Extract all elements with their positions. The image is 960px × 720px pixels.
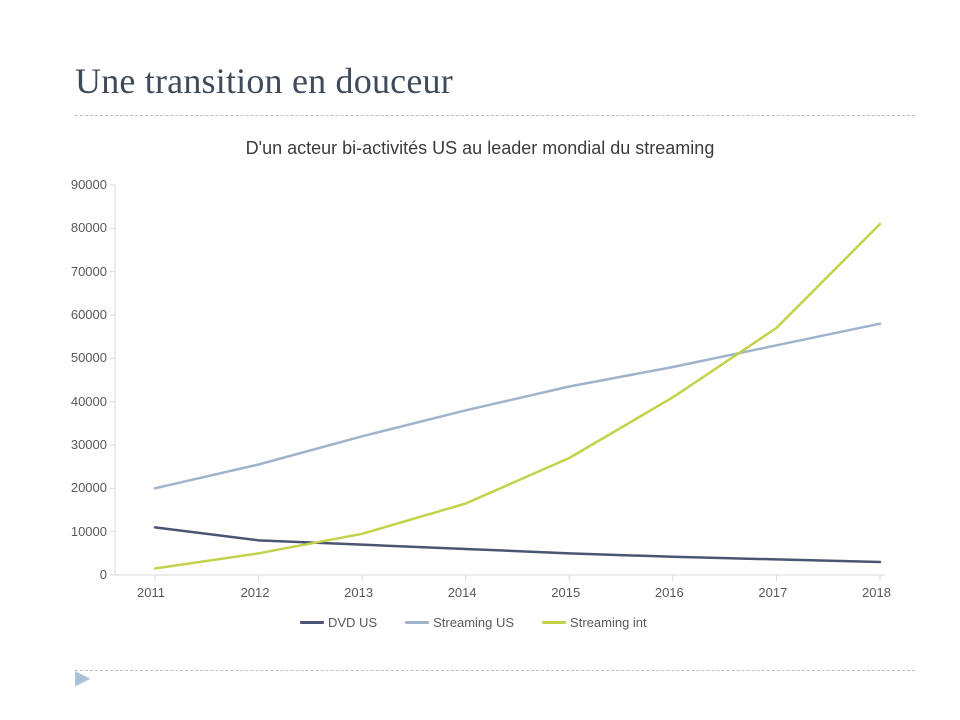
legend-swatch xyxy=(300,621,324,624)
x-tick-label: 2017 xyxy=(758,585,787,600)
chart-svg xyxy=(110,170,890,600)
chart-subtitle: D'un acteur bi-activités US au leader mo… xyxy=(0,138,960,159)
x-tick-label: 2011 xyxy=(137,585,165,600)
page-title: Une transition en douceur xyxy=(75,60,453,102)
x-tick-label: 2015 xyxy=(551,585,580,600)
y-tick-label: 10000 xyxy=(71,524,107,539)
slide: Une transition en douceur D'un acteur bi… xyxy=(0,0,960,720)
y-tick-label: 90000 xyxy=(71,177,107,192)
y-tick-label: 20000 xyxy=(71,480,107,495)
line-chart xyxy=(110,170,890,600)
x-tick-label: 2012 xyxy=(241,585,270,600)
legend-swatch xyxy=(542,621,566,624)
y-tick-label: 40000 xyxy=(71,394,107,409)
y-tick-label: 70000 xyxy=(71,264,107,279)
x-tick-label: 2018 xyxy=(862,585,891,600)
play-marker-icon: ▶ xyxy=(75,665,90,690)
y-tick-label: 0 xyxy=(100,567,107,582)
y-tick-label: 50000 xyxy=(71,350,107,365)
legend-label: DVD US xyxy=(328,615,377,630)
y-tick-label: 80000 xyxy=(71,220,107,235)
x-tick-label: 2016 xyxy=(655,585,684,600)
legend-label: Streaming int xyxy=(570,615,647,630)
legend-swatch xyxy=(405,621,429,624)
legend-item: Streaming int xyxy=(542,615,647,630)
y-tick-label: 60000 xyxy=(71,307,107,322)
legend-item: DVD US xyxy=(300,615,377,630)
legend-item: Streaming US xyxy=(405,615,514,630)
legend-label: Streaming US xyxy=(433,615,514,630)
divider-bottom xyxy=(75,670,915,671)
chart-legend: DVD US Streaming US Streaming int xyxy=(300,615,647,630)
x-tick-label: 2014 xyxy=(448,585,477,600)
x-tick-label: 2013 xyxy=(344,585,373,600)
y-tick-label: 30000 xyxy=(71,437,107,452)
divider-top xyxy=(75,115,915,116)
